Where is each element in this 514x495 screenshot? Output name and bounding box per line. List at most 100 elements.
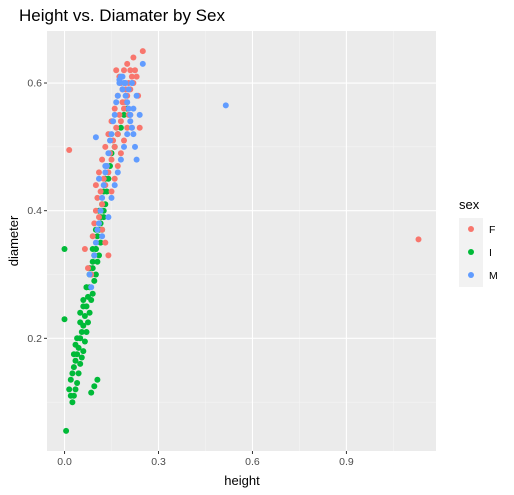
data-point: [85, 319, 91, 326]
data-point: [100, 175, 107, 182]
x-tick-label: 0.3: [151, 456, 166, 468]
chart-title: Height vs. Diamater by Sex: [19, 6, 225, 25]
data-point: [97, 239, 104, 246]
data-point: [121, 67, 127, 74]
data-point: [63, 427, 70, 434]
y-tick-label: 0.2: [27, 333, 42, 345]
data-point: [105, 214, 112, 221]
data-point: [102, 169, 109, 176]
data-point: [127, 67, 134, 74]
data-point: [89, 290, 96, 297]
data-point: [121, 137, 127, 144]
legend-key-M: [468, 272, 474, 278]
data-point: [110, 118, 117, 125]
data-point: [91, 383, 98, 390]
data-point: [99, 194, 106, 201]
data-point: [136, 111, 143, 118]
data-point: [77, 360, 84, 367]
data-point: [119, 86, 126, 93]
legend-key-F: [468, 226, 474, 232]
data-point: [117, 156, 124, 163]
data-point: [119, 73, 126, 80]
legend-label-I: I: [489, 247, 492, 259]
data-point: [92, 207, 99, 214]
data-point: [130, 131, 137, 138]
data-point: [74, 351, 81, 358]
data-point: [83, 329, 90, 335]
legend-label-F: F: [489, 224, 495, 236]
data-point: [89, 265, 96, 272]
data-point: [136, 124, 143, 131]
data-point: [415, 236, 422, 243]
data-point: [100, 182, 107, 189]
data-point: [66, 147, 73, 153]
y-axis-title: diameter: [6, 215, 21, 266]
data-point: [114, 169, 121, 176]
data-point: [128, 124, 135, 131]
data-point: [132, 67, 138, 74]
data-point: [133, 156, 140, 163]
data-point: [91, 220, 98, 227]
data-point: [81, 313, 88, 319]
data-point: [124, 99, 131, 106]
data-point: [88, 389, 95, 396]
data-point: [86, 309, 93, 316]
data-point: [94, 233, 101, 240]
axes: 0.0 0.3 0.6 0.9 0.2 0.4 0.6: [27, 78, 353, 468]
data-point: [102, 143, 109, 150]
data-point: [113, 67, 120, 74]
data-point: [100, 214, 107, 221]
x-tick-label: 0.9: [339, 456, 354, 468]
data-point: [124, 124, 131, 131]
data-point: [102, 163, 109, 169]
data-point: [111, 105, 118, 112]
data-point: [83, 303, 90, 310]
data-point: [107, 137, 113, 144]
data-point: [132, 143, 138, 150]
y-tick-label: 0.4: [27, 205, 42, 217]
data-point: [114, 92, 121, 99]
data-point: [72, 357, 79, 364]
data-point: [105, 175, 112, 182]
data-point: [122, 92, 129, 99]
series-M: [86, 60, 229, 291]
data-point: [96, 175, 102, 182]
data-point: [113, 99, 120, 106]
data-point: [92, 182, 99, 189]
data-point: [102, 239, 109, 246]
legend-title: sex: [459, 197, 480, 212]
data-point: [108, 194, 115, 201]
data-point: [91, 277, 98, 284]
data-point: [111, 143, 118, 150]
data-point: [72, 386, 79, 393]
data-point: [97, 207, 104, 214]
data-point: [222, 102, 229, 109]
data-points: [61, 48, 422, 434]
data-point: [85, 265, 91, 272]
data-point: [121, 143, 127, 150]
data-point: [99, 156, 106, 163]
data-point: [88, 297, 95, 303]
legend-key-I: [468, 249, 474, 255]
data-point: [94, 376, 101, 383]
data-point: [127, 111, 134, 118]
x-axis-title: height: [224, 473, 260, 488]
data-point: [80, 348, 87, 355]
data-point: [121, 111, 127, 118]
data-point: [99, 233, 106, 240]
data-point: [92, 246, 99, 252]
data-point: [61, 316, 68, 323]
data-point: [75, 344, 82, 351]
data-point: [124, 60, 131, 67]
data-point: [103, 188, 110, 195]
data-point: [69, 370, 76, 377]
data-point: [125, 86, 132, 93]
data-point: [128, 80, 135, 86]
data-point: [125, 105, 132, 112]
data-point: [139, 60, 146, 67]
data-point: [96, 220, 102, 227]
data-point: [124, 131, 131, 138]
data-point: [70, 392, 77, 399]
data-point: [139, 48, 146, 55]
